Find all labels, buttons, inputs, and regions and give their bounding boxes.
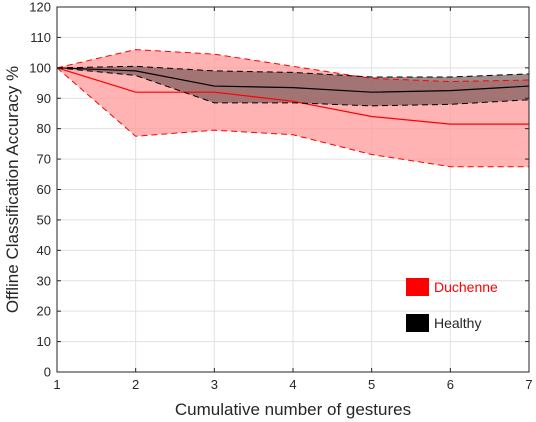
x-tick-label: 1	[53, 377, 60, 392]
y-tick-label: 90	[37, 91, 51, 106]
y-tick-label: 0	[44, 365, 51, 380]
y-tick-label: 110	[30, 30, 51, 45]
y-tick-label: 70	[37, 152, 51, 167]
x-tick-label: 6	[447, 377, 454, 392]
y-tick-label: 120	[29, 0, 51, 15]
y-tick-label: 50	[37, 212, 51, 227]
y-tick-label: 80	[37, 121, 51, 136]
healthy-band	[57, 66, 529, 106]
x-tick-label: 2	[132, 377, 139, 392]
x-tick-label: 3	[211, 377, 218, 392]
x-tick-label: 4	[289, 377, 296, 392]
duchenne-mean-line	[56, 67, 529, 125]
duchenne-legend-swatch	[406, 278, 429, 296]
duchenne-upper-line	[56, 49, 530, 83]
y-tick-label: 100	[29, 60, 51, 75]
y-tick-label: 40	[37, 243, 51, 258]
y-tick-label: 30	[37, 273, 51, 288]
lines	[56, 49, 530, 168]
y-tick-labels: 0 10 20 30 40 50 60 70 80 90 100 110 120	[29, 0, 51, 380]
x-tick-label: 7	[525, 377, 532, 392]
y-tick-label: 10	[37, 334, 51, 349]
y-axis-title: Offline Classification Accuracy %	[3, 66, 22, 313]
x-axis-title: Cumulative number of gestures	[175, 400, 411, 419]
healthy-lower-line	[56, 67, 530, 107]
y-tick-label: 60	[37, 182, 51, 197]
duchenne-lower-line	[56, 67, 529, 168]
ticks	[56, 6, 530, 373]
healthy-upper-line	[56, 65, 530, 78]
x-tick-label: 5	[368, 377, 375, 392]
duchenne-legend-label: Duchenne	[434, 279, 498, 295]
healthy-legend-label: Healthy	[434, 315, 481, 331]
healthy-mean-line	[56, 67, 530, 93]
y-tick-label: 20	[37, 304, 51, 319]
legend: Duchenne Healthy	[406, 278, 498, 332]
x-tick-labels: 1 2 3 4 5 6 7	[53, 377, 532, 392]
healthy-legend-swatch	[406, 314, 429, 332]
